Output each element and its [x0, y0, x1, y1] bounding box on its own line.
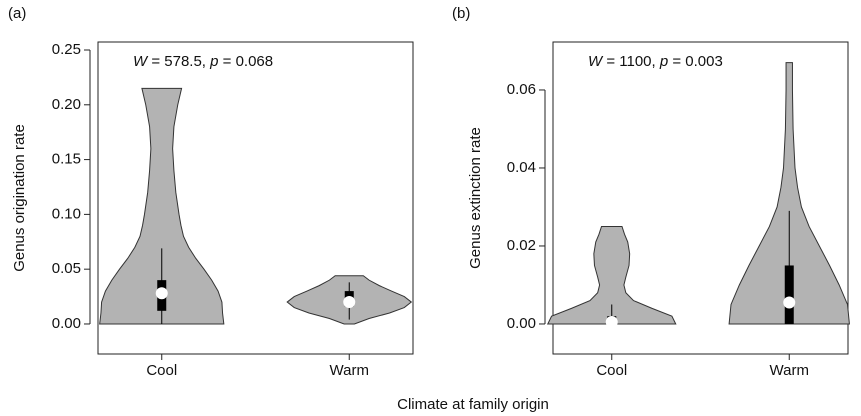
panel-label: (b)	[452, 5, 470, 22]
violin	[546, 225, 677, 325]
panel-label: (a)	[8, 5, 26, 22]
box	[784, 265, 794, 324]
y-tick-label: 0.20	[52, 96, 81, 113]
violin	[99, 87, 225, 325]
annotation-part: = 0.003	[668, 53, 723, 70]
y-tick-label: 0.06	[507, 81, 536, 98]
y-tick-label: 0.15	[52, 151, 81, 168]
annotation: W = 578.5, p = 0.068	[133, 53, 273, 70]
y-tick-label: 0.00	[52, 315, 81, 332]
y-tick-label: 0.04	[507, 159, 536, 176]
y-tick-label: 0.10	[52, 205, 81, 222]
y-tick-label: 0.00	[507, 315, 536, 332]
median	[155, 287, 168, 300]
y-tick-label: 0.02	[507, 237, 536, 254]
y-axis-label: Genus origination rate	[11, 124, 28, 272]
y-tick-label: 0.05	[52, 260, 81, 277]
annotation-part: W	[133, 53, 149, 70]
annotation-part: = 0.068	[218, 53, 273, 70]
annotation-part: = 1100,	[602, 53, 660, 70]
plot-frame	[97, 41, 414, 355]
x-tick-label: Warm	[330, 362, 369, 379]
annotation: W = 1100, p = 0.003	[588, 53, 723, 70]
median	[343, 296, 356, 309]
annotation-part: p	[209, 53, 218, 70]
median	[605, 316, 618, 329]
x-tick-label: Cool	[146, 362, 177, 379]
violin	[728, 62, 850, 325]
annotation-part: = 578.5,	[147, 53, 210, 70]
annotation-part: W	[588, 53, 604, 70]
plot-frame	[552, 41, 849, 355]
annotation-part: p	[659, 53, 668, 70]
y-axis-label: Genus extinction rate	[467, 127, 484, 269]
x-tick-label: Warm	[770, 362, 809, 379]
y-tick-label: 0.25	[52, 41, 81, 58]
x-axis-label: Climate at family origin	[397, 396, 549, 413]
median	[783, 296, 796, 309]
x-tick-label: Cool	[596, 362, 627, 379]
